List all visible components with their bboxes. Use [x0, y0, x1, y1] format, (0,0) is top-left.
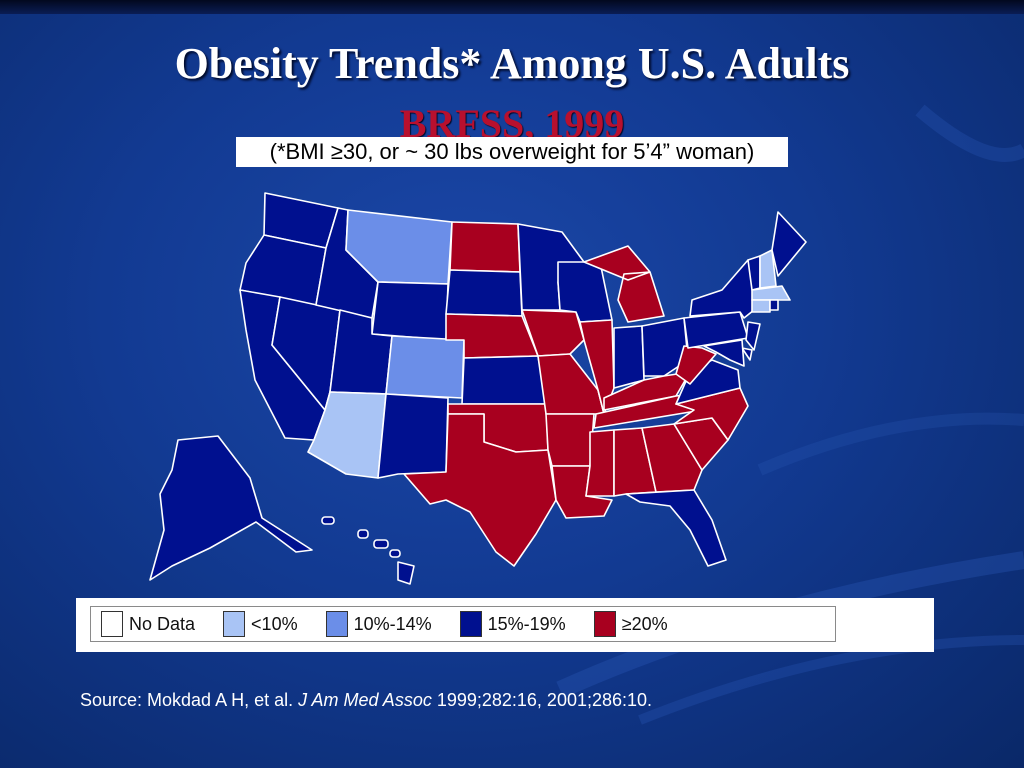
- state-connecticut: [751, 299, 771, 313]
- state-ohio: [641, 317, 689, 377]
- legend-swatch: [101, 611, 123, 637]
- state-wyoming: [371, 281, 449, 341]
- source-citation: Source: Mokdad A H, et al. J Am Med Asso…: [80, 688, 700, 712]
- legend-label: ≥20%: [621, 613, 668, 634]
- state-north-dakota: [449, 221, 521, 273]
- source-journal: J Am Med Assoc: [298, 690, 432, 710]
- state-colorado: [385, 335, 465, 399]
- legend-label: 10%-14%: [353, 613, 432, 634]
- legend-swatch: [593, 611, 616, 637]
- state-massachusetts: [751, 285, 791, 301]
- state-indiana: [613, 325, 645, 389]
- legend-swatch: [325, 611, 348, 637]
- legend-item: <10%: [223, 611, 298, 637]
- state-new-jersey: [745, 321, 761, 351]
- state-mississippi: [585, 429, 615, 497]
- state-north-carolina: [673, 387, 749, 441]
- legend-item: 15%-19%: [459, 611, 566, 637]
- state-arkansas: [545, 413, 595, 467]
- state-alaska: [149, 435, 313, 581]
- legend-label: No Data: [129, 613, 196, 634]
- state-west-virginia: [675, 345, 717, 385]
- state-new-mexico: [377, 393, 449, 479]
- state-rhode-island: [769, 299, 779, 311]
- legend-swatch: [223, 611, 246, 637]
- state-kansas: [461, 355, 547, 405]
- state-michigan: [583, 245, 665, 323]
- state-florida: [625, 489, 727, 567]
- legend-item: 10%-14%: [325, 611, 432, 637]
- us-obesity-map: [149, 192, 807, 585]
- slide-title: Obesity Trends* Among U.S. Adults: [174, 39, 850, 88]
- legend-box: No Data <10% 10%-14% 15%-19% ≥20%: [90, 606, 836, 642]
- bmi-note: (*BMI ≥30, or ~ 30 lbs overweight for 5’…: [236, 137, 788, 167]
- top-dark-band: [0, 0, 1024, 14]
- legend-panel: No Data <10% 10%-14% 15%-19% ≥20%: [76, 598, 934, 652]
- source-suffix: 1999;282:16, 2001;286:10.: [431, 690, 653, 710]
- legend-swatch: [459, 611, 482, 637]
- legend-item: ≥20%: [593, 611, 668, 637]
- state-south-dakota: [445, 269, 523, 317]
- state-wisconsin: [557, 261, 613, 323]
- state-maryland: [703, 339, 745, 367]
- state-hawaii: [321, 516, 415, 585]
- state-maine: [771, 211, 807, 277]
- legend-item: No Data: [101, 611, 195, 637]
- source-prefix: Source: Mokdad A H, et al.: [80, 690, 299, 710]
- legend-label: <10%: [251, 613, 298, 634]
- state-texas: [403, 413, 557, 567]
- legend-label: 15%-19%: [487, 613, 566, 634]
- state-delaware: [741, 347, 753, 361]
- state-georgia: [641, 423, 703, 493]
